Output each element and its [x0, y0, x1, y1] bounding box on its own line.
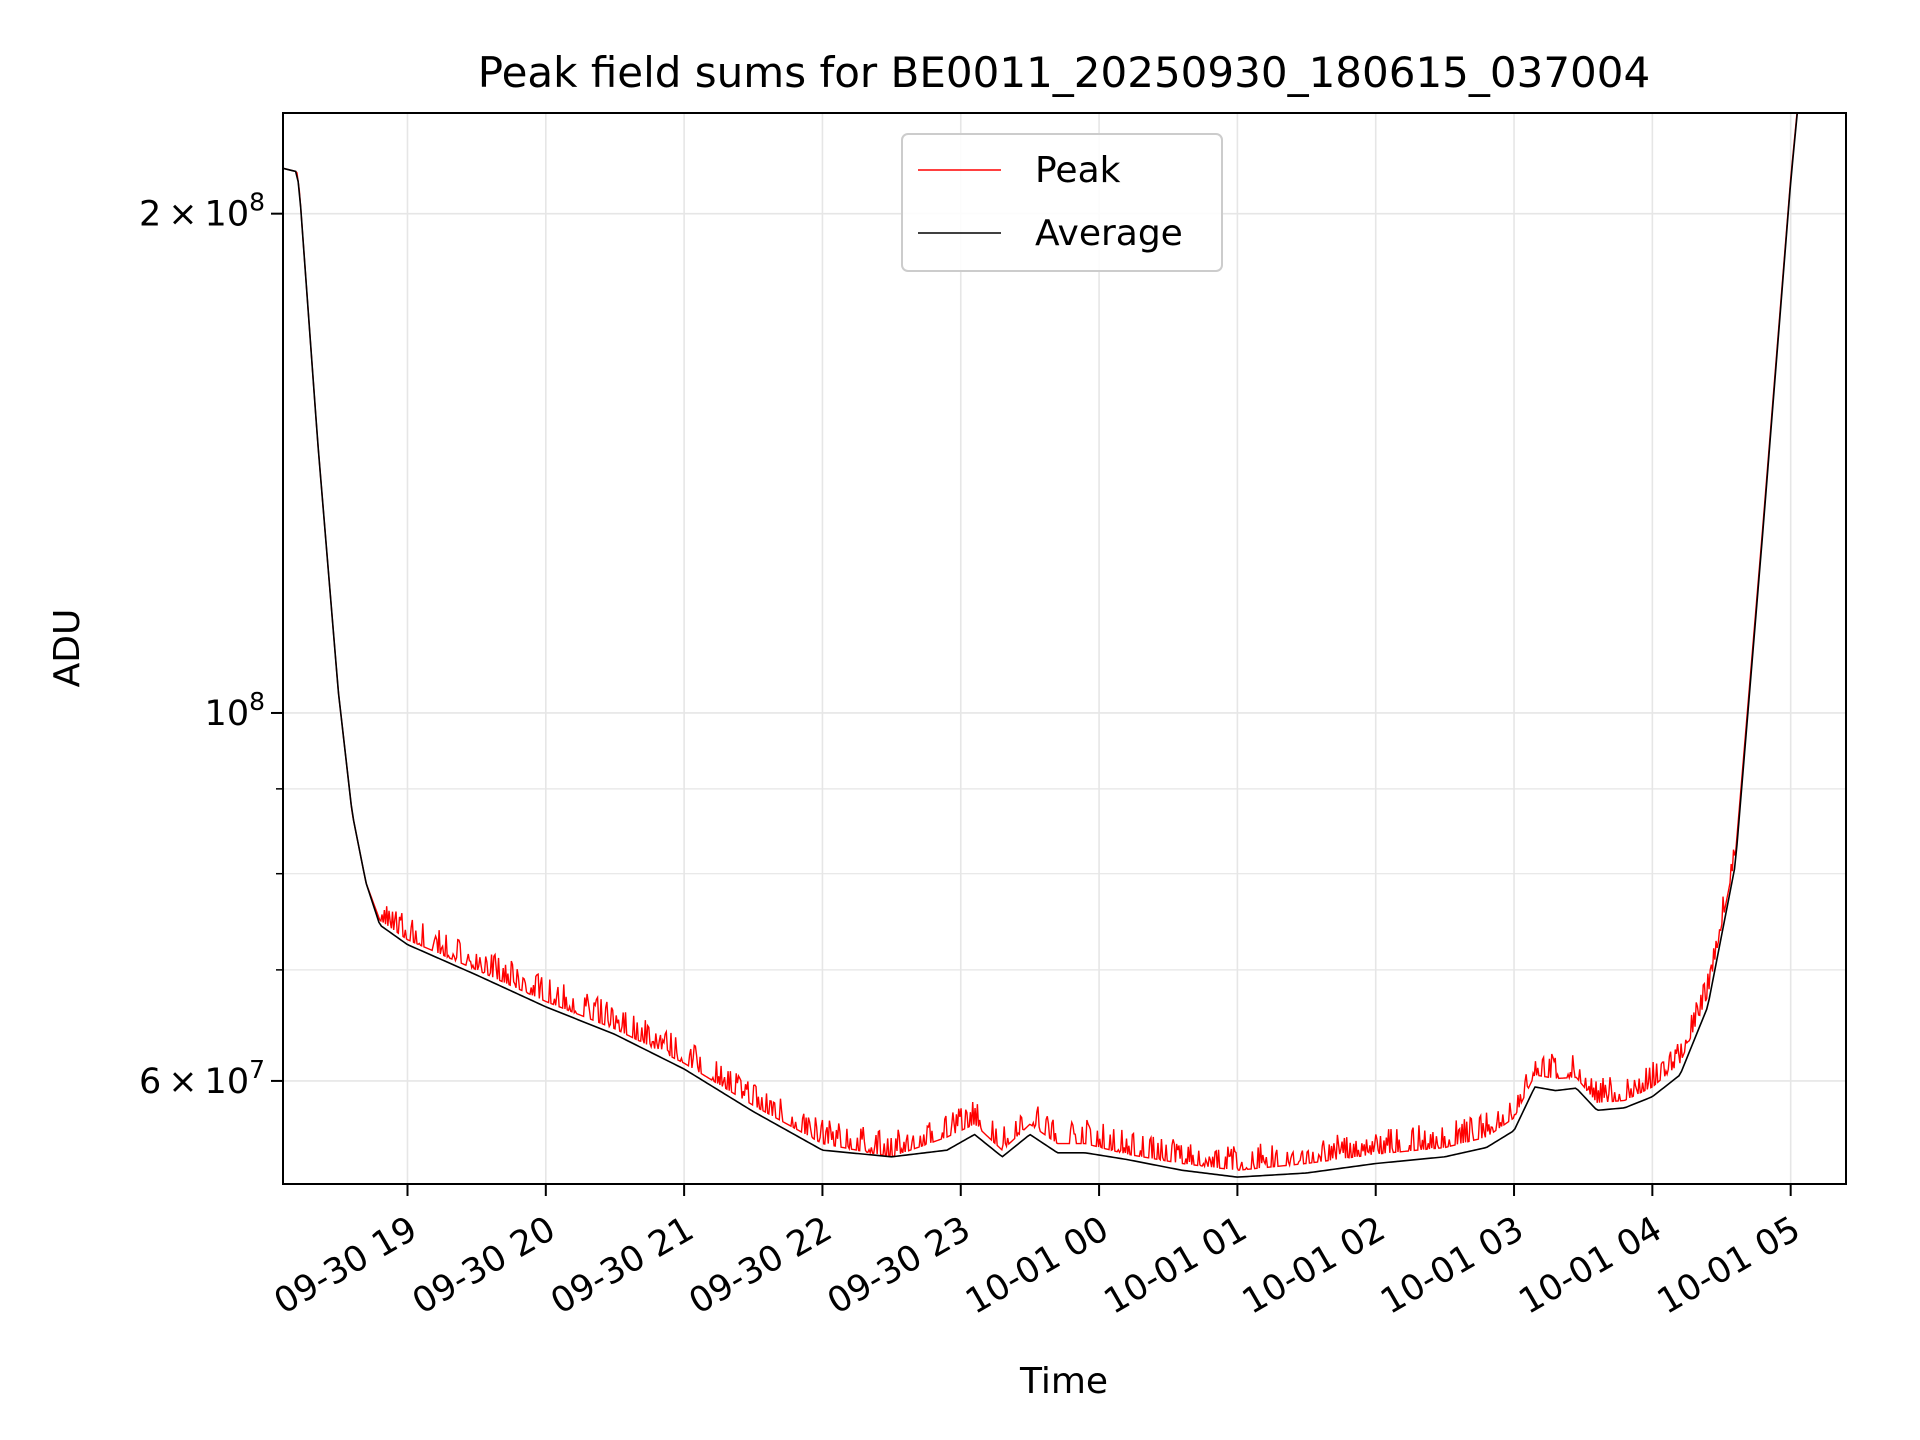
series-line-average [283, 113, 1799, 1178]
plot-frame [282, 112, 1847, 1185]
series-line-peak [283, 113, 1798, 1171]
legend-box [901, 133, 1223, 272]
y-tick-label: 6 × 107 [139, 1055, 265, 1102]
chart-title: Peak field sums for BE0011_20250930_1806… [478, 48, 1650, 97]
y-axis-label: ADU [47, 609, 88, 688]
y-tick-label: 108 [205, 687, 265, 734]
legend: Peak Average [901, 133, 1223, 272]
legend-label-average: Average [1035, 213, 1183, 254]
y-tick-label: 2 × 108 [139, 188, 265, 235]
series-layer [283, 113, 1799, 1178]
x-axis-label: Time [1019, 1361, 1108, 1402]
grid [283, 113, 1846, 1184]
legend-label-peak: Peak [1035, 150, 1121, 191]
